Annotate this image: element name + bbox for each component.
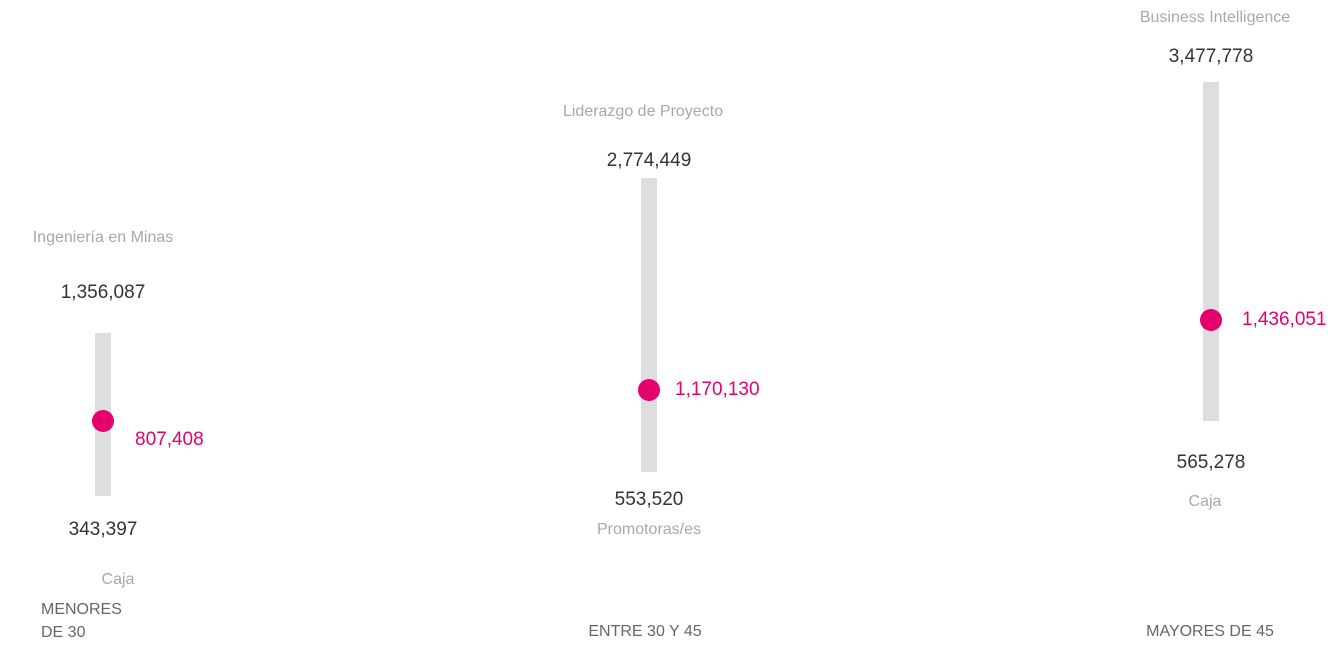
max-name: Liderazgo de Proyecto [562,103,724,120]
min-name: Caja [1188,493,1222,510]
category-label: MENORES DE 30 [41,601,122,641]
max-label: 2,774,449 [606,150,692,171]
range-bar [641,178,657,472]
median-label: 807,408 [135,429,204,451]
median-label: 1,170,130 [675,379,760,401]
range-bar [1203,82,1219,421]
median-dot [1200,308,1222,331]
category-label: MAYORES DE 45 [1146,623,1274,640]
min-label: 565,278 [1176,452,1246,473]
max-name: Business Intelligence [1139,9,1291,26]
min-name: Caja [101,571,135,588]
max-name: Ingeniería en Minas [32,229,174,246]
max-label: 3,477,778 [1168,46,1254,67]
min-name: Promotoras/es [596,521,702,538]
category-label: ENTRE 30 Y 45 [588,623,702,640]
min-label: 553,520 [614,489,684,510]
median-dot [638,379,660,402]
median-label: 1,436,051 [1242,308,1327,330]
max-label: 1,356,087 [60,282,146,303]
min-label: 343,397 [68,519,138,540]
median-dot [92,410,114,433]
